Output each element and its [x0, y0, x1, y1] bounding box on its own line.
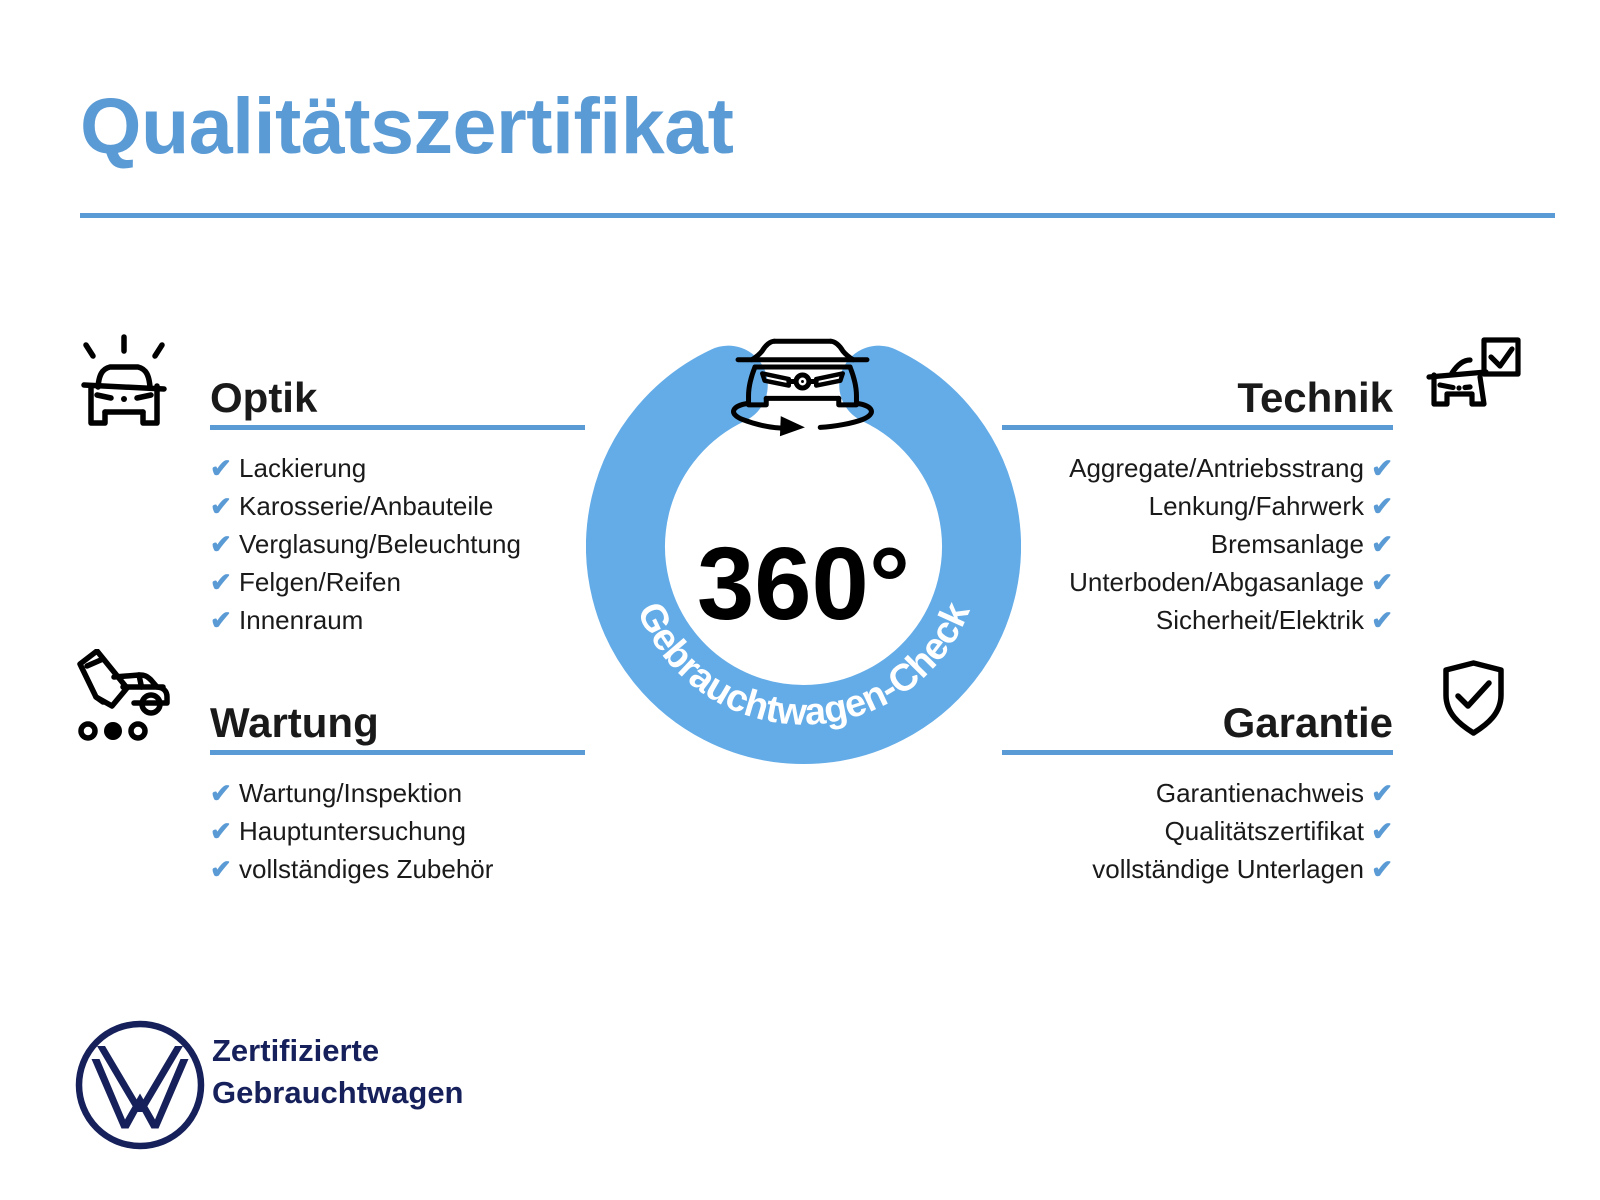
svg-text:360°: 360° [697, 526, 910, 641]
